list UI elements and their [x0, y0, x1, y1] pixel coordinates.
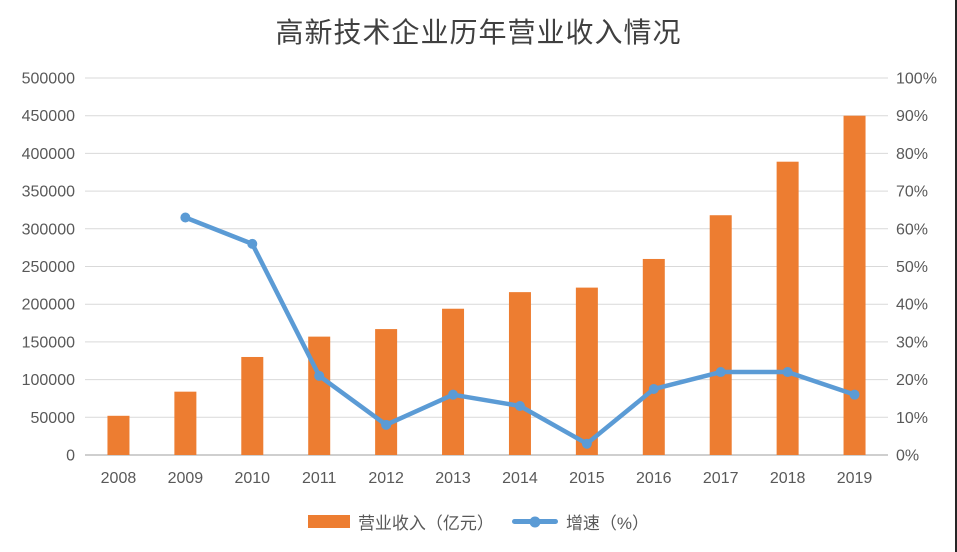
x-axis-tick-label: 2011 — [302, 470, 337, 487]
right-axis-tick-label: 60% — [896, 221, 928, 238]
growth-line-marker — [314, 370, 325, 381]
left-axis-tick-label: 400000 — [22, 146, 75, 163]
growth-line-marker — [648, 384, 659, 395]
legend-line-dot-icon — [529, 516, 541, 527]
right-axis-tick-label: 30% — [896, 334, 928, 351]
revenue-bar — [174, 391, 197, 455]
legend-label-growth: 增速（%） — [565, 514, 650, 533]
revenue-bar — [709, 215, 732, 455]
window-edge-line — [955, 0, 957, 552]
left-axis-tick-label: 150000 — [22, 334, 75, 351]
x-axis-tick-label: 2019 — [837, 470, 873, 487]
growth-line-marker — [180, 212, 191, 223]
growth-line-marker — [448, 389, 459, 400]
left-axis-tick-label: 350000 — [22, 184, 75, 201]
right-axis-tick-label: 70% — [896, 184, 928, 201]
revenue-bar — [642, 258, 665, 455]
legend-item-revenue: 营业收入（亿元） — [307, 509, 494, 534]
legend-label-revenue: 营业收入（亿元） — [357, 514, 494, 533]
left-axis-tick-label: 450000 — [22, 108, 75, 125]
legend-bar-swatch-icon — [307, 515, 350, 528]
right-axis-tick-label: 90% — [896, 108, 928, 125]
left-axis-tick-label: 50000 — [31, 410, 76, 427]
left-axis-tick-label: 300000 — [22, 221, 75, 238]
left-axis-tick-label: 250000 — [22, 259, 75, 276]
growth-line-marker — [715, 367, 726, 378]
x-axis-tick-label: 2012 — [368, 470, 404, 487]
left-axis-tick-label: 500000 — [22, 71, 75, 88]
legend-item-growth: 增速（%） — [511, 509, 650, 534]
x-axis-tick-label: 2018 — [770, 470, 806, 487]
left-axis-tick-label: 200000 — [22, 297, 75, 314]
revenue-bar — [308, 336, 331, 455]
growth-line-marker — [514, 400, 525, 411]
right-axis-tick-label: 10% — [896, 410, 928, 427]
right-axis-tick-label: 40% — [896, 297, 928, 314]
x-axis-tick-label: 2017 — [703, 470, 739, 487]
revenue-bar — [107, 415, 130, 455]
left-axis-tick-label: 0 — [66, 448, 75, 465]
x-axis-tick-label: 2016 — [636, 470, 672, 487]
chart-title: 高新技术企业历年营业收入情况 — [275, 16, 682, 49]
revenue-bar — [442, 308, 465, 455]
right-axis-tick-label: 50% — [896, 259, 928, 276]
growth-line-marker — [782, 367, 793, 378]
growth-line-marker — [849, 389, 860, 400]
growth-line-marker — [581, 438, 592, 449]
revenue-bar — [241, 356, 264, 455]
x-axis-tick-label: 2010 — [234, 470, 270, 487]
right-axis-tick-label: 20% — [896, 372, 928, 389]
chart-legend: 营业收入（亿元） 增速（%） — [0, 509, 957, 534]
legend-line-swatch-icon — [511, 516, 558, 527]
x-axis-tick-label: 2015 — [569, 470, 605, 487]
x-axis-tick-label: 2009 — [168, 470, 204, 487]
right-axis-tick-label: 80% — [896, 146, 928, 163]
right-axis-tick-label: 100% — [896, 71, 937, 88]
revenue-bar — [508, 292, 531, 455]
right-axis-tick-label: 0% — [896, 448, 919, 465]
x-axis-tick-label: 2014 — [502, 470, 538, 487]
growth-line-marker — [381, 419, 392, 430]
growth-line-marker — [247, 238, 258, 249]
revenue-bar — [843, 115, 866, 455]
revenue-bar — [575, 287, 598, 455]
revenue-bar — [776, 161, 799, 455]
left-axis-tick-label: 100000 — [22, 372, 75, 389]
x-axis-tick-label: 2013 — [435, 470, 471, 487]
revenue-bar — [375, 329, 398, 455]
x-axis-tick-label: 2008 — [101, 470, 137, 487]
